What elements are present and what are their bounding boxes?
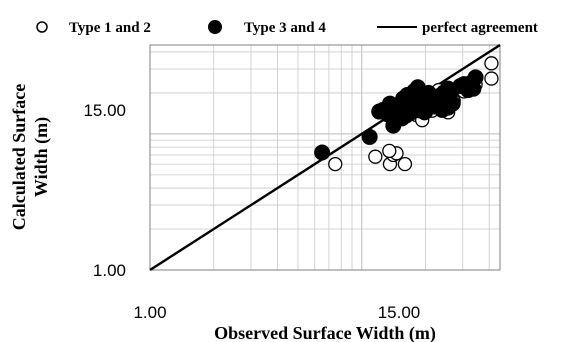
x-tick-label: 15.00 xyxy=(378,303,421,322)
type-1-and-2-point xyxy=(382,143,397,159)
legend-label-type-3-and-4: Type 3 and 4 xyxy=(244,20,326,36)
x-tick-labels: 1.00 15.00 xyxy=(133,303,420,322)
plot-border xyxy=(149,44,501,271)
y-axis-title: Calculated Surface Width (m) xyxy=(9,84,52,230)
type-1-and-2-point xyxy=(397,156,413,172)
type-1-and-2-point xyxy=(484,71,499,86)
data-points xyxy=(314,56,499,172)
type-3-and-4-point xyxy=(407,89,424,106)
type-3-and-4-point xyxy=(314,144,331,161)
type-1-and-2-point xyxy=(368,149,383,164)
y-axis-title-line-2: Width (m) xyxy=(31,117,52,197)
type-1-and-2-point xyxy=(484,56,499,71)
legend-marker-type-1-and-2 xyxy=(36,21,48,33)
x-tick-label: 1.00 xyxy=(133,303,166,322)
x-axis-title: Observed Surface Width (m) xyxy=(214,323,436,342)
y-axis-title-line-1: Calculated Surface xyxy=(9,84,29,230)
legend: Type 1 and 2 Type 3 and 4 perfect agreem… xyxy=(36,20,538,36)
y-tick-label: 1.00 xyxy=(93,261,126,280)
plot-area xyxy=(149,43,501,272)
type-3-and-4-point xyxy=(394,110,411,127)
type-3-and-4-point xyxy=(434,101,451,118)
legend-label-perfect-agreement: perfect agreement xyxy=(422,20,538,36)
y-tick-label: 15.00 xyxy=(83,101,126,120)
type-1-and-2-point xyxy=(328,156,343,172)
legend-label-type-1-and-2: Type 1 and 2 xyxy=(69,20,151,36)
type-3-and-4-point xyxy=(361,128,378,145)
y-tick-labels: 1.00 15.00 xyxy=(83,101,126,280)
legend-marker-type-3-and-4 xyxy=(208,20,222,34)
type-3-and-4-point xyxy=(467,69,484,86)
